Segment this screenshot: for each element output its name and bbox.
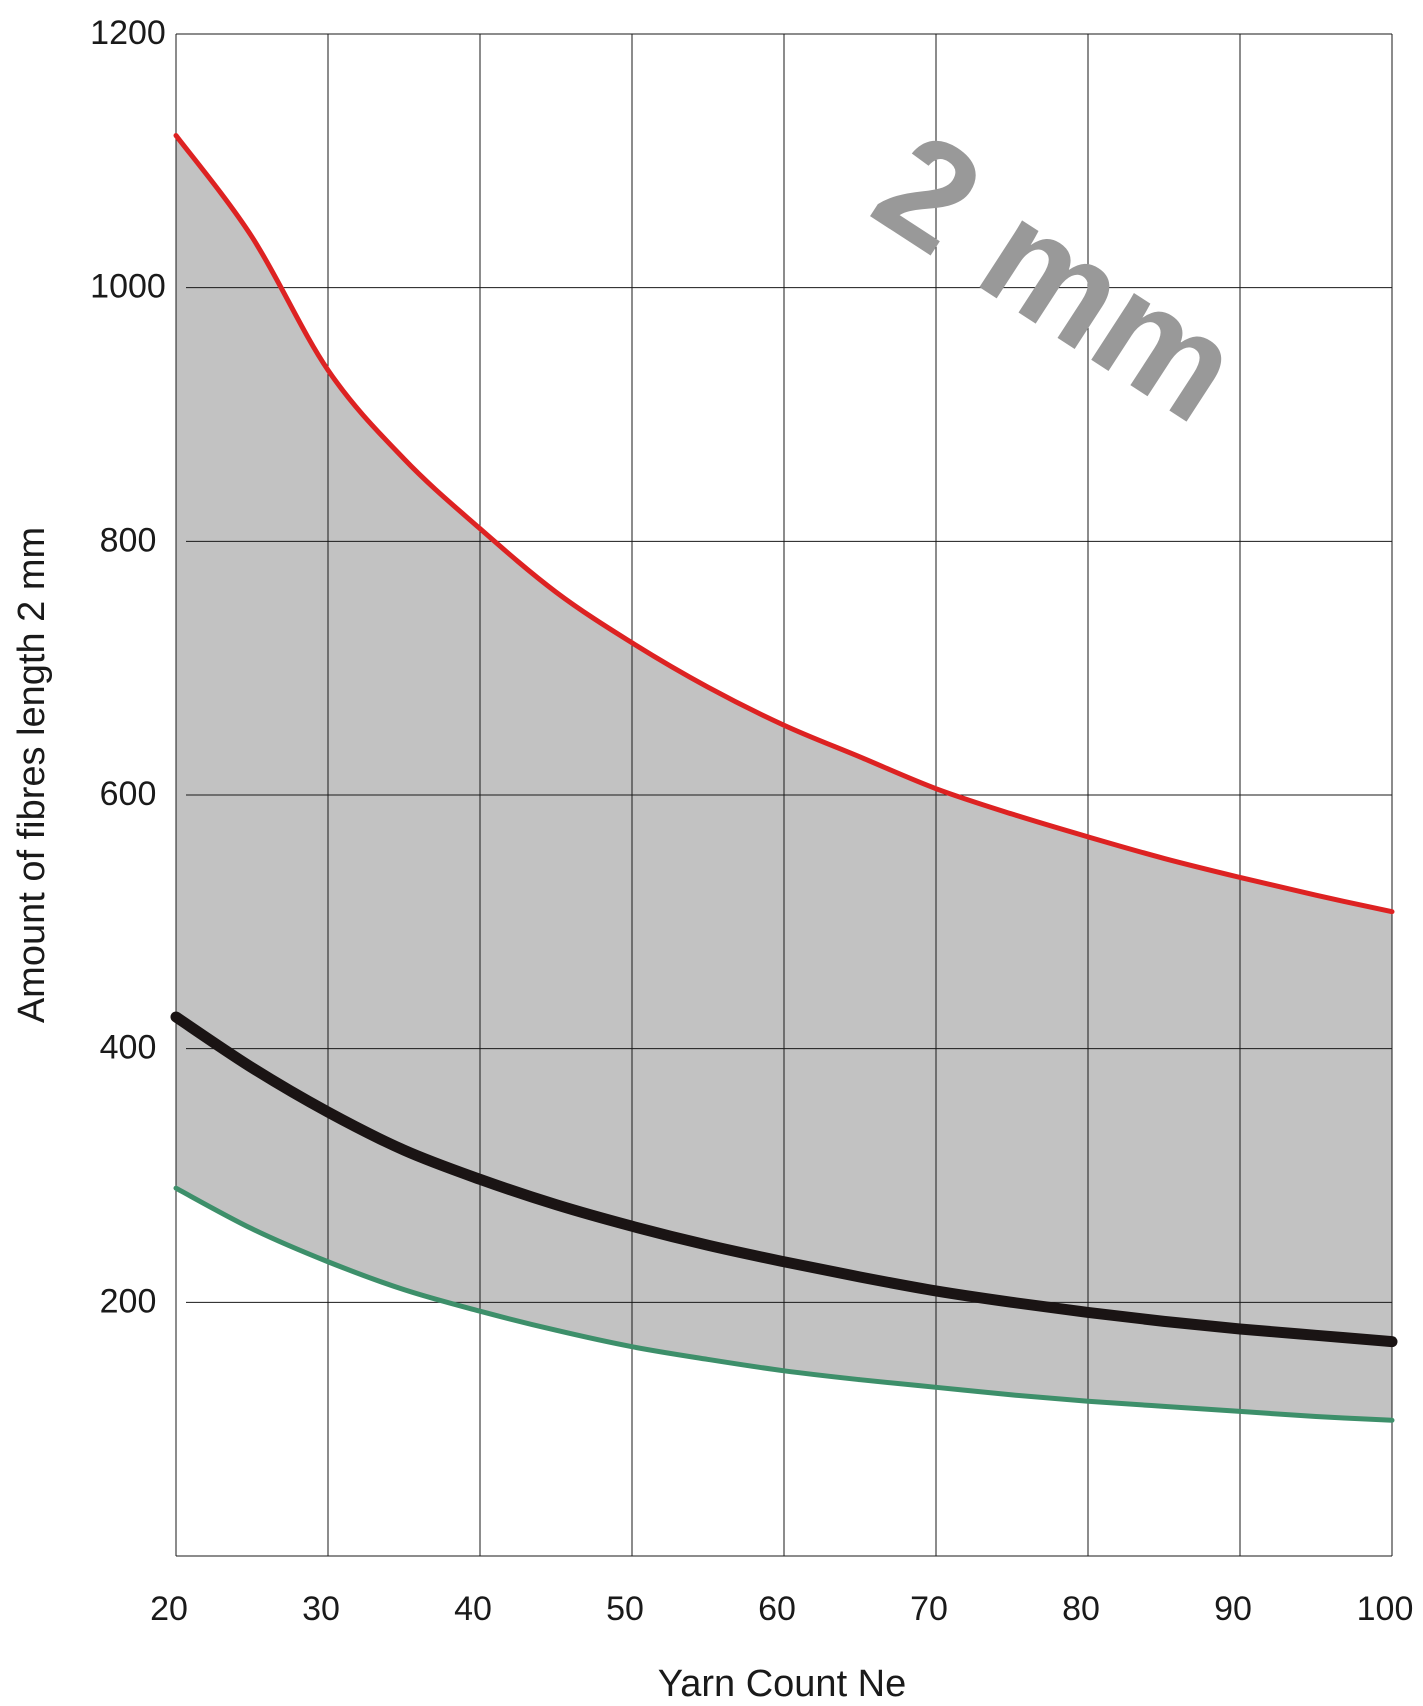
series-layer <box>170 132 1398 1423</box>
y-tick-label: 1000 <box>90 268 166 306</box>
y-tick-label: 400 <box>100 1029 157 1067</box>
y-tick-label: 600 <box>100 775 157 813</box>
x-tick-label: 90 <box>1214 1590 1252 1628</box>
length-annotation: 2 mm <box>848 99 1268 453</box>
x-tick-label: 20 <box>150 1590 188 1628</box>
x-tick-label: 80 <box>1062 1590 1100 1628</box>
x-axis-title: Yarn Count Ne <box>658 1663 907 1705</box>
grid-layer <box>175 33 1393 1557</box>
x-tick-label: 30 <box>302 1590 340 1628</box>
x-tick-label: 40 <box>454 1590 492 1628</box>
y-tick-label: 800 <box>100 521 157 559</box>
series-line-upper <box>173 132 1395 915</box>
y-tick-label: 1200 <box>90 14 166 52</box>
x-tick-label: 70 <box>910 1590 948 1628</box>
x-tick-label: 50 <box>606 1590 644 1628</box>
x-tick-labels: 20 30 40 50 60 70 80 90 100 <box>150 1590 1413 1628</box>
y-axis-title: Amount of fibres length 2 mm <box>11 527 53 1023</box>
series-line-lower <box>173 1185 1395 1423</box>
y-tick-label: 200 <box>100 1282 157 1320</box>
x-tick-label: 100 <box>1357 1590 1414 1628</box>
x-tick-label: 60 <box>758 1590 796 1628</box>
y-tick-labels: 200 400 600 800 1000 1200 <box>90 14 166 1320</box>
series-line-mean <box>170 1011 1398 1348</box>
